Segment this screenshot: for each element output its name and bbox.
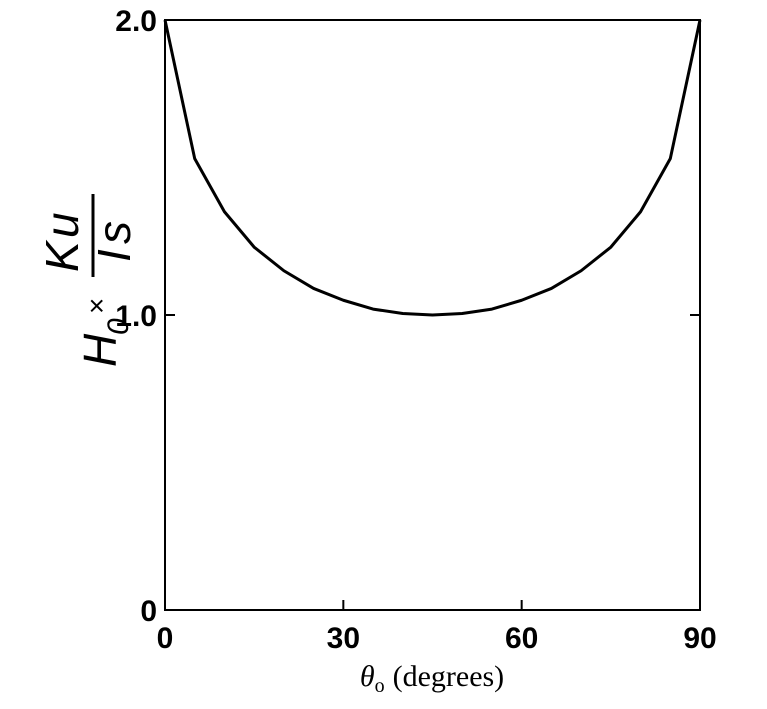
y-label-num: K	[36, 239, 88, 272]
x-tick-label: 60	[505, 622, 538, 655]
y-tick-label: 1.0	[115, 300, 157, 333]
x-label-symbol: θ	[360, 660, 375, 693]
x-tick-label: 90	[683, 622, 716, 655]
y-label-op: ×	[81, 298, 112, 314]
y-tick-label: 2.0	[115, 5, 157, 38]
curve	[163, 19, 702, 317]
x-axis-label: θo (degrees)	[360, 660, 504, 697]
y-label-num-sub: u	[36, 212, 88, 238]
x-label-unit: (degrees)	[393, 660, 505, 693]
y-axis-label: H 0 × K u I s	[36, 194, 140, 367]
y-label-den-sub: s	[88, 221, 140, 244]
y-label-lhs-sub: 0	[102, 318, 135, 335]
y-label-lhs: H	[74, 333, 126, 367]
x-label-sub: o	[375, 675, 385, 697]
x-tick-label: 0	[157, 622, 174, 655]
y-label-den: I	[88, 249, 140, 262]
y-tick-label: 0	[140, 595, 157, 628]
x-tick-label: 30	[327, 622, 360, 655]
